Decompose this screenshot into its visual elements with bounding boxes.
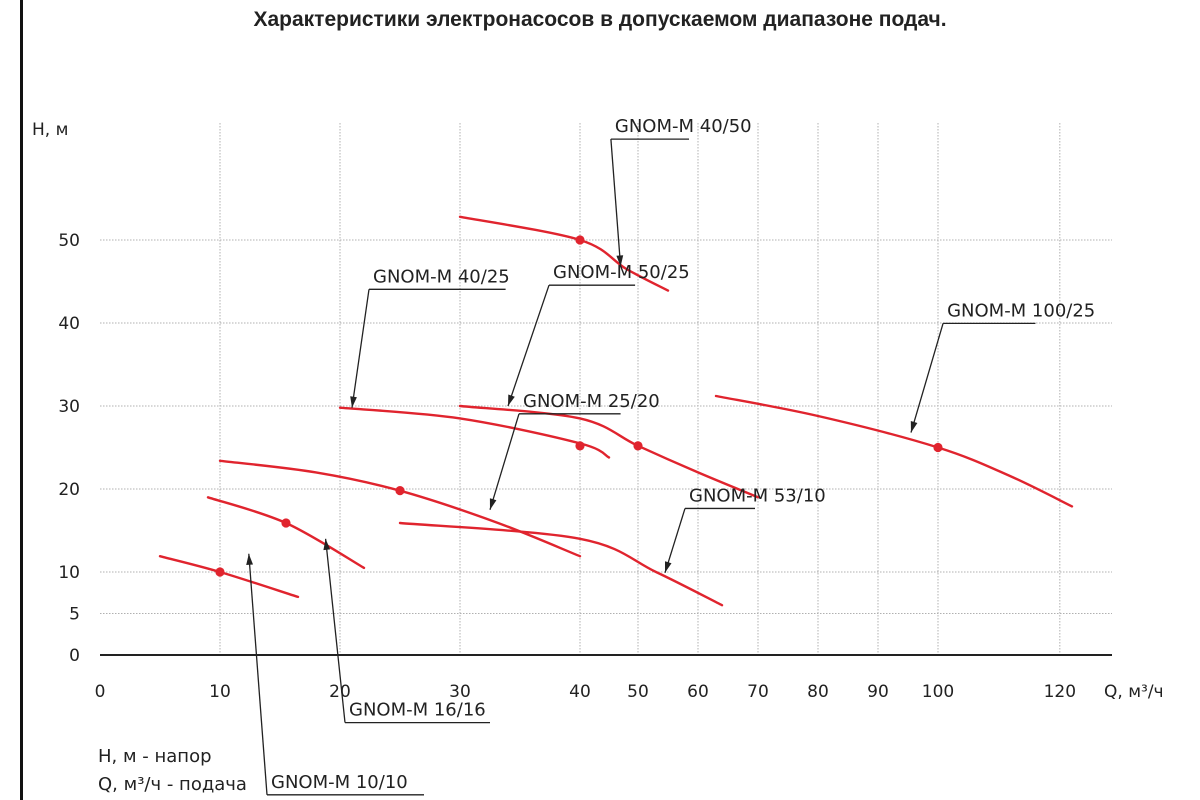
nominal-points xyxy=(215,235,943,577)
y-tick-label: 5 xyxy=(69,605,80,625)
legend-head: H, м - напор xyxy=(98,746,212,767)
x-tick-label: 50 xyxy=(627,682,649,702)
label-gnom-m-25-20: GNOM-M 25/20 xyxy=(489,391,660,510)
label-gnom-m-40-50: GNOM-M 40/50 xyxy=(610,116,752,267)
label-leader xyxy=(248,553,268,795)
x-tick-label: 0 xyxy=(95,682,106,702)
left-border-line xyxy=(20,0,23,800)
label-text-gnom-m-100-25: GNOM-M 100/25 xyxy=(947,300,1095,321)
y-tick-label: 30 xyxy=(58,397,80,417)
x-tick-label: 10 xyxy=(209,682,231,702)
nominal-point-gnom-m-40-50 xyxy=(575,235,585,245)
x-tick-label: 90 xyxy=(867,682,889,702)
nominal-point-gnom-m-40-25 xyxy=(575,441,585,451)
x-tick-label: 60 xyxy=(687,682,709,702)
nominal-point-gnom-m-100-25 xyxy=(933,442,943,453)
y-tick-label: 40 xyxy=(58,314,80,334)
y-axis-label: H, м xyxy=(32,120,68,140)
nominal-point-gnom-m-16-16 xyxy=(281,518,291,528)
label-arrowhead xyxy=(246,553,253,565)
nominal-point-gnom-m-25-20 xyxy=(395,486,405,496)
x-tick-label: 100 xyxy=(922,682,954,702)
y-tick-label: 50 xyxy=(58,231,80,251)
axes: Q, м³/ч H, м xyxy=(32,120,1164,702)
curve-gnom-m-40-25 xyxy=(338,406,611,459)
label-leader xyxy=(351,289,370,408)
label-leader xyxy=(507,284,550,407)
curve-gnom-m-16-16 xyxy=(206,496,366,570)
x-tick-label: 30 xyxy=(449,682,471,702)
nominal-point-gnom-m-50-25 xyxy=(633,441,643,451)
x-axis-label: Q, м³/ч xyxy=(1104,682,1164,702)
curve-gnom-m-53-10 xyxy=(398,521,724,607)
label-gnom-m-100-25: GNOM-M 100/25 xyxy=(910,300,1095,433)
label-arrowhead xyxy=(508,394,515,406)
x-tick-label: 20 xyxy=(329,682,351,702)
x-tick-label: 70 xyxy=(747,682,769,702)
label-leader xyxy=(489,413,520,510)
label-gnom-m-10-10: GNOM-M 10/10 xyxy=(246,553,424,796)
label-arrowhead xyxy=(350,396,357,408)
label-arrowhead xyxy=(910,421,918,433)
label-leader xyxy=(610,139,622,267)
y-tick-label: 20 xyxy=(58,480,80,500)
legend-flow: Q, м³/ч - подача xyxy=(98,774,247,795)
curve-gnom-m-100-25 xyxy=(714,394,1074,508)
pump-labels: GNOM-M 40/50 GNOM-M 40/25 GNOM-M 50/25 GNOM… xyxy=(246,116,1095,796)
label-arrowhead xyxy=(616,255,624,267)
x-tick-label: 120 xyxy=(1044,682,1076,702)
label-leader xyxy=(664,508,686,574)
x-tick-label: 40 xyxy=(569,682,591,702)
label-text-gnom-m-50-25: GNOM-M 50/25 xyxy=(553,262,690,283)
label-text-gnom-m-25-20: GNOM-M 25/20 xyxy=(523,391,660,412)
chart-title: Характеристики электронасосов в допускае… xyxy=(253,8,947,31)
x-ticks: 0 10 20 30 40 50 60 70 80 90 100 120 xyxy=(95,682,1076,702)
curve-gnom-m-25-20 xyxy=(218,459,582,558)
label-arrowhead xyxy=(665,561,672,573)
label-gnom-m-16-16: GNOM-M 16/16 xyxy=(323,538,490,724)
nominal-point-gnom-m-10-10 xyxy=(215,567,225,577)
label-gnom-m-50-25: GNOM-M 50/25 xyxy=(507,262,690,407)
y-tick-label: 0 xyxy=(69,646,80,666)
label-gnom-m-53-10: GNOM-M 53/10 xyxy=(664,485,826,574)
label-arrowhead xyxy=(323,538,331,551)
curve-gnom-m-10-10 xyxy=(158,555,300,599)
label-leader xyxy=(910,323,944,433)
label-text-gnom-m-53-10: GNOM-M 53/10 xyxy=(689,485,826,506)
curve-gnom-m-40-50 xyxy=(458,215,670,292)
label-arrowhead xyxy=(489,498,497,510)
y-ticks: 0 5 10 20 30 40 50 xyxy=(58,231,80,666)
label-text-gnom-m-10-10: GNOM-M 10/10 xyxy=(271,772,408,793)
label-text-gnom-m-40-25: GNOM-M 40/25 xyxy=(373,266,510,287)
grid xyxy=(100,123,1112,655)
x-tick-label: 80 xyxy=(807,682,829,702)
y-tick-label: 10 xyxy=(58,563,80,583)
label-text-gnom-m-16-16: GNOM-M 16/16 xyxy=(349,700,486,721)
curve-gnom-m-50-25 xyxy=(458,404,760,499)
label-leader xyxy=(324,538,346,723)
label-gnom-m-40-25: GNOM-M 40/25 xyxy=(350,266,510,408)
label-text-gnom-m-40-50: GNOM-M 40/50 xyxy=(615,116,752,137)
